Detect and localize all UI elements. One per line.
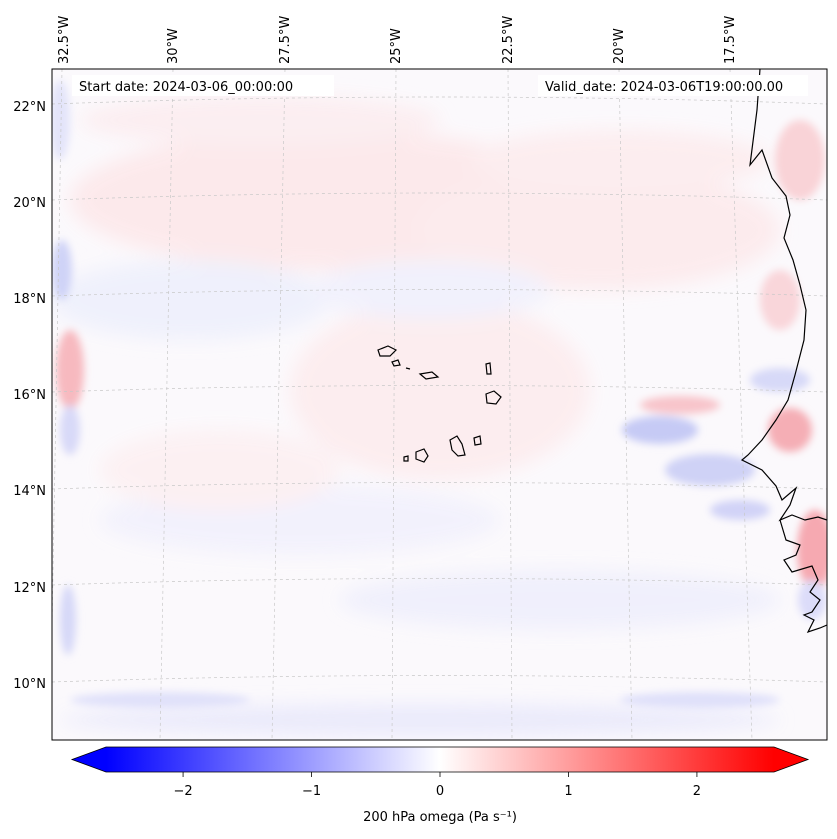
lat-label: 22°N (13, 100, 46, 115)
colorbar-body (106, 747, 774, 772)
lon-label: 17.5°W (723, 16, 738, 64)
valid-date-box (538, 75, 808, 96)
colorbar-tick-label: 1 (564, 784, 572, 799)
lon-label: 32.5°W (57, 16, 72, 64)
africa-coastline-south (779, 519, 827, 634)
colorbar-min-arrow (72, 747, 106, 772)
lon-label: 25°W (389, 28, 404, 64)
colorbar-outline (70, 746, 810, 773)
cape-verde-islands (377, 345, 502, 463)
lon-label: 20°W (612, 28, 627, 64)
colorbar-tick-label: 0 (436, 784, 444, 799)
valid-date-label: Valid_date: 2024-03-06T19:00:00.00 (545, 80, 783, 95)
lat-label: 18°N (13, 292, 46, 307)
start-date-box (72, 75, 334, 96)
lat-label: 12°N (13, 581, 46, 596)
colorbar-tick-label: 2 (693, 784, 701, 799)
graticule (52, 69, 827, 740)
colorbar-label: 200 hPa omega (Pa s⁻¹) (363, 810, 517, 825)
map-frame (51, 68, 828, 741)
colorbar-tick-label: −1 (302, 784, 321, 799)
colorbar-tick-label: −2 (173, 784, 192, 799)
colorbar-max-arrow (774, 747, 808, 772)
lat-label: 16°N (13, 388, 46, 403)
start-date-label: Start date: 2024-03-06_00:00:00 (79, 80, 293, 95)
lat-label: 20°N (13, 196, 46, 211)
lat-label: 14°N (13, 484, 46, 499)
lon-label: 27.5°W (278, 16, 293, 64)
longitude-labels: 32.5°W 30°W 27.5°W 25°W 22.5°W 20°W 17.5… (57, 16, 738, 64)
lon-label: 22.5°W (501, 16, 516, 64)
colorbar: −2 −1 0 1 2 200 hPa omega (Pa s⁻¹) (70, 746, 810, 825)
lat-label: 10°N (13, 677, 46, 692)
latitude-labels: 22°N 20°N 18°N 16°N 14°N 12°N 10°N (13, 100, 46, 692)
africa-coastline (740, 69, 827, 522)
lon-label: 30°W (166, 28, 181, 64)
omega-field (52, 69, 827, 740)
